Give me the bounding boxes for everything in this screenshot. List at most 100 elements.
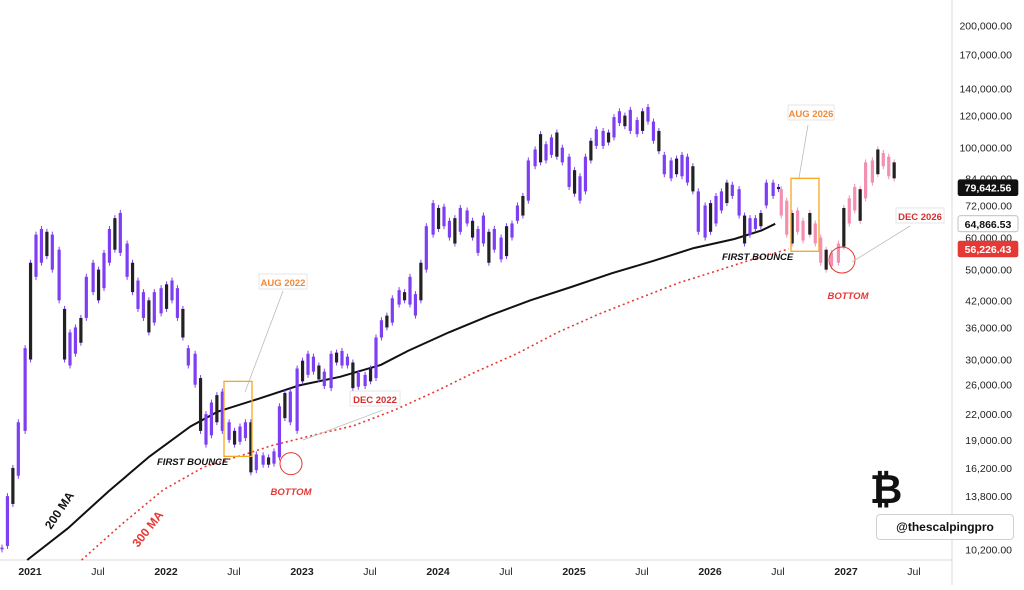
y-tick-label: 10,200.00 [965,544,1012,556]
annotation-label-box [258,273,308,290]
candle [107,228,112,263]
candle [623,115,627,127]
price-tag-label: 56,226.43 [965,244,1012,256]
candle [288,391,292,423]
candle [209,402,214,436]
candle [34,234,38,277]
candle [28,262,33,360]
projection-candle [801,220,805,241]
candle [453,218,457,244]
projection-candle [836,243,840,263]
x-tick-label: Jul [635,566,648,578]
candle [283,393,287,419]
x-tick-label: Jul [499,566,512,578]
x-tick-label: Jul [227,566,240,578]
candle [11,467,15,504]
price-tag [957,179,1019,197]
candle [442,206,446,227]
annotation-label-box [349,390,401,407]
candle [300,360,305,382]
x-tick-label: Jul [771,566,784,578]
candle [232,430,237,445]
candle [742,215,747,244]
bottom-circle-2022 [279,452,303,476]
candle [402,292,407,301]
candle [753,218,758,229]
candle [340,350,344,366]
candle [363,374,367,387]
candle [186,348,190,366]
price-tag [957,240,1019,258]
candle [62,308,67,360]
candle [696,191,700,232]
candle [45,231,49,257]
projection-candle [842,207,846,247]
candle [759,212,763,227]
annotation-label: AUG 2026 [789,109,834,120]
candle [390,298,394,323]
y-tick-label: 120,000.00 [959,111,1012,123]
projection-candle [847,198,851,224]
candle [254,454,258,471]
candle [470,220,475,238]
y-tick-label: 200,000.00 [959,21,1012,33]
candle [227,422,231,440]
candle [198,378,203,431]
projection-candle [853,186,857,211]
y-tick-label: 50,000.00 [965,265,1012,277]
y-tick-label: 13,800.00 [965,491,1012,503]
x-tick-label: 2023 [290,566,314,578]
candle [136,280,140,309]
x-tick-label: 2025 [562,566,586,578]
candle [220,391,224,431]
candle [277,406,282,458]
y-tick-label: 140,000.00 [959,83,1012,95]
candle [510,223,514,238]
candle [685,156,690,183]
candle [714,195,718,224]
annotation-label: AUG 2022 [261,278,306,289]
projection-candle [790,212,794,244]
projection-candle [824,249,828,270]
ma300-line [81,248,790,561]
annotation-label-box [787,104,835,121]
candle [170,280,174,301]
candle [533,149,537,167]
candle [385,315,389,328]
projection-candle [881,153,885,167]
candle [306,353,310,375]
candle [521,195,525,216]
projection-candle [892,162,896,179]
candle [322,371,326,387]
candle [164,284,169,309]
candle [578,176,582,201]
candle [351,362,355,389]
annotation-connector [851,225,911,263]
candle [748,218,752,235]
candle [266,457,271,465]
candle [147,300,151,333]
candle [719,191,724,211]
candle [413,294,418,316]
candle [175,288,180,318]
annotation-label: FIRST BOUNCE [722,252,794,263]
candle [243,422,248,439]
x-tick-label: 2026 [698,566,722,578]
projection-candle [858,189,862,221]
candle [0,547,4,550]
candle [329,353,333,389]
annotation-label: BOTTOM [828,291,870,302]
candle [730,184,734,196]
candle [356,372,360,387]
x-tick-label: 2021 [18,566,42,578]
projection-candle [785,200,789,235]
candle [431,203,435,235]
watermark-handle: @thescalpingpro [876,514,1014,540]
annotation-label: DEC 2022 [353,395,397,406]
projection-candle [819,237,823,263]
candle [560,147,564,163]
candle [118,212,122,253]
candle [379,320,384,338]
candle [368,368,373,382]
